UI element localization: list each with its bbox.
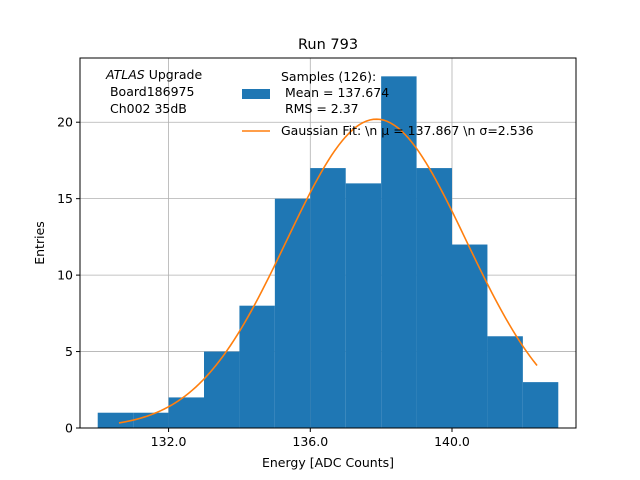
plot-frame <box>79 57 577 429</box>
legend: Samples (126): Mean = 137.674 RMS = 2.37… <box>242 69 534 138</box>
atlas-annotation: ATLAS Upgrade Board186975 Ch002 35dB <box>105 67 202 116</box>
histogram-bar-2 <box>168 397 204 428</box>
histogram-bar-10 <box>452 244 488 428</box>
y-tick-label-2: 10 <box>57 268 73 283</box>
gaussian-fit-curve <box>118 118 538 424</box>
histogram-bar-9 <box>416 168 452 428</box>
x-axis-label: Energy [ADC Counts] <box>262 455 394 470</box>
histogram-bar-7 <box>345 183 382 428</box>
x-tick-label-2: 140.0 <box>434 434 470 449</box>
x-tick-label-1: 136.0 <box>292 434 328 449</box>
histogram-bar-5 <box>274 198 311 428</box>
y-tick-label-1: 5 <box>65 344 73 359</box>
y-tick-label-3: 15 <box>57 191 73 206</box>
legend-histogram-swatch <box>242 89 270 99</box>
histogram-bars <box>97 76 559 428</box>
histogram-bar-1 <box>133 412 169 428</box>
histogram-bar-8 <box>381 76 417 428</box>
legend-samples-line1: Samples (126): <box>281 69 376 84</box>
legend-fit-label: Gaussian Fit: \n μ = 137.867 \n σ=2.536 <box>281 123 534 138</box>
histogram-bar-6 <box>310 168 346 428</box>
atlas-label: ATLAS <box>105 67 145 82</box>
legend-samples-line3: RMS = 2.37 <box>281 101 359 116</box>
upgrade-label: Upgrade <box>145 67 203 82</box>
board-label: Board186975 <box>106 84 194 99</box>
chart-title: Run 793 <box>298 37 358 53</box>
legend-samples-line2: Mean = 137.674 <box>281 85 389 100</box>
histogram-bar-11 <box>487 336 523 428</box>
x-tick-label-0: 132.0 <box>151 434 187 449</box>
histogram-bar-4 <box>239 305 275 428</box>
svg-text:ATLAS Upgrade: ATLAS Upgrade <box>105 67 202 82</box>
y-axis-label: Entries <box>32 221 47 265</box>
y-tick-label-4: 20 <box>57 115 73 130</box>
histogram-bar-0 <box>97 412 134 428</box>
histogram-bar-3 <box>204 351 240 428</box>
y-tick-label-0: 0 <box>65 421 73 436</box>
x-axis-ticks: 132.0 136.0 140.0 <box>151 428 470 449</box>
y-axis-ticks: 0 5 10 15 20 <box>57 115 80 436</box>
channel-label: Ch002 35dB <box>106 101 187 116</box>
histogram-bar-12 <box>522 382 559 428</box>
